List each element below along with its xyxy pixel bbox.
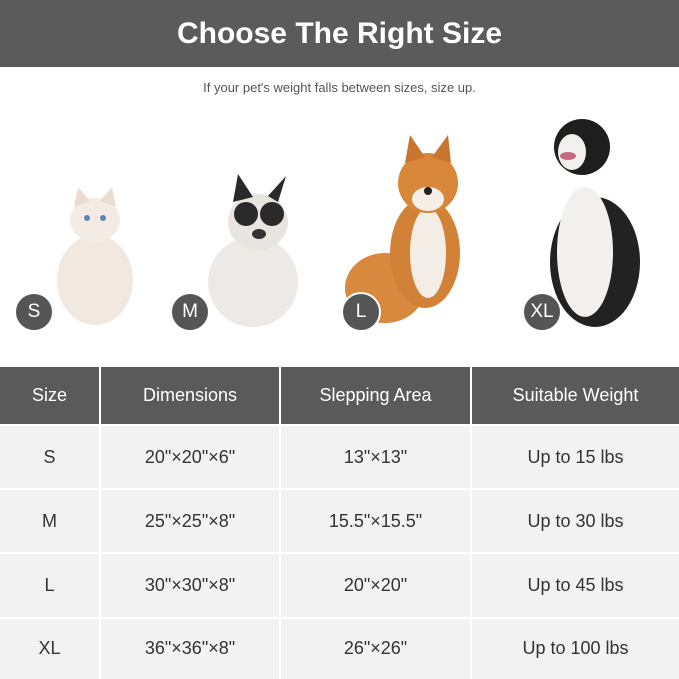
shiba-inu-image [345, 135, 460, 323]
table-cell: Up to 30 lbs [471, 488, 679, 554]
size-table: Size Dimensions Slepping Area Suitable W… [0, 367, 679, 679]
table-cell: Up to 15 lbs [471, 423, 679, 490]
table-cell: S [0, 423, 101, 490]
page-title: Choose The Right Size [0, 0, 679, 67]
table-cell: L [0, 552, 101, 618]
size-badge-l: L [341, 292, 381, 332]
table-header: Size Dimensions Slepping Area Suitable W… [0, 367, 679, 425]
size-badge-m: M [170, 292, 210, 332]
size-badge-s: S [14, 292, 54, 332]
table-cell: M [0, 488, 101, 554]
table-cell: 30"×30"×8" [100, 552, 281, 618]
table-row: XL 36"×36"×8" 26"×26" Up to 100 lbs [0, 616, 679, 679]
column-header: Size [0, 367, 101, 425]
table-cell: XL [0, 616, 101, 679]
french-bulldog-image [208, 174, 298, 327]
table-cell: 15.5"×15.5" [280, 488, 472, 554]
table-cell: 26"×26" [280, 616, 472, 679]
table-row: S 20"×20"×6" 13"×13" Up to 15 lbs [0, 423, 679, 490]
column-header: Dimensions [100, 367, 281, 425]
table-cell: Up to 100 lbs [471, 616, 679, 679]
cat-image [57, 187, 133, 325]
subtitle: If your pet's weight falls between sizes… [203, 80, 476, 95]
column-header: Slepping Area [280, 367, 472, 425]
table-cell: Up to 45 lbs [471, 552, 679, 618]
size-badge-xl: XL [522, 292, 562, 332]
table-cell: 36"×36"×8" [100, 616, 281, 679]
table-cell: 25"×25"×8" [100, 488, 281, 554]
table-row: M 25"×25"×8" 15.5"×15.5" Up to 30 lbs [0, 488, 679, 554]
border-collie-image [550, 119, 640, 327]
table-cell: 20"×20" [280, 552, 472, 618]
table-cell: 20"×20"×6" [100, 423, 281, 490]
column-header: Suitable Weight [471, 367, 679, 425]
table-cell: 13"×13" [280, 423, 472, 490]
table-row: L 30"×30"×8" 20"×20" Up to 45 lbs [0, 552, 679, 618]
